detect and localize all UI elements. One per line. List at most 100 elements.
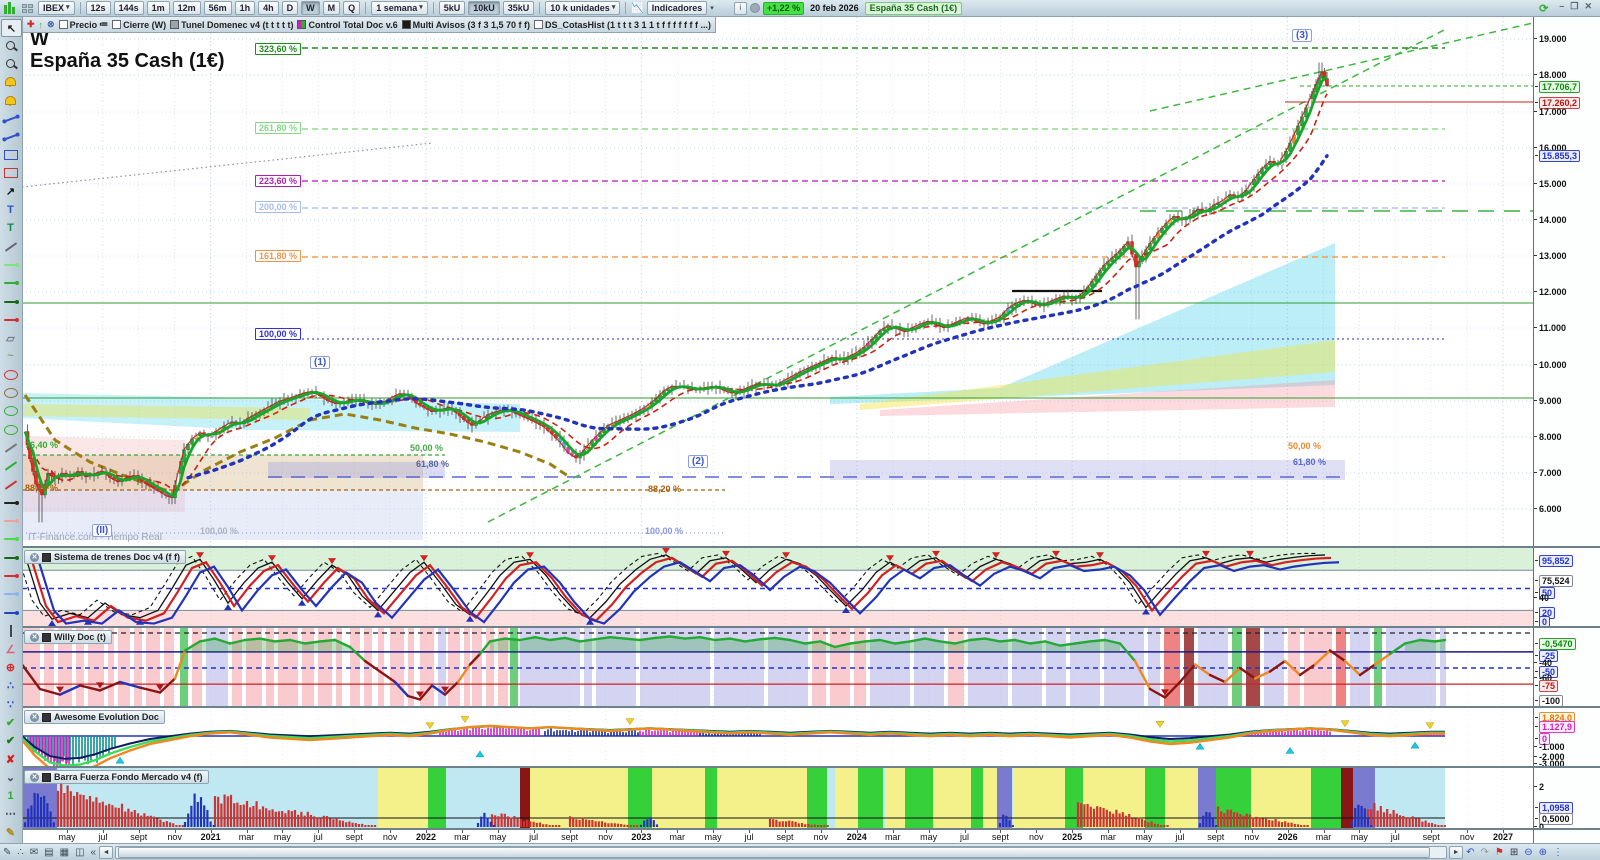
awesome-panel-svg[interactable]: [21, 695, 1533, 782]
clipboard-one-icon[interactable]: 1: [7, 789, 14, 802]
add-indicator-icon[interactable]: ✚: [27, 19, 35, 29]
zoom-in-icon[interactable]: ⊕: [1538, 847, 1547, 858]
price-axis[interactable]: 19.000 18.000 17.706,7 17.260,2 17.000 16.000…: [1533, 17, 1600, 843]
trenes-panel[interactable]: [16, 547, 1533, 627]
ruler-icon[interactable]: ▱: [6, 332, 15, 345]
hline-red2-icon[interactable]: [1, 568, 20, 584]
chart-window-icon[interactable]: ◫: [75, 847, 85, 858]
units-dropdown[interactable]: 10 k unidades ▾: [545, 1, 621, 15]
vline-icon[interactable]: [1, 623, 20, 639]
layout-grid-icon[interactable]: [22, 3, 33, 13]
diag-green-icon[interactable]: [1, 458, 20, 474]
scatter-icon[interactable]: ∴: [7, 680, 14, 693]
awesome-panel[interactable]: [21, 695, 1533, 782]
undo-icon[interactable]: ↶: [1466, 847, 1475, 858]
arrow-icon[interactable]: ↗: [5, 186, 16, 199]
ellipse-green-icon[interactable]: [1, 403, 20, 419]
scroll-left-button[interactable]: ◄: [99, 846, 114, 859]
panel-divider[interactable]: [22, 706, 1600, 708]
fib-level-label[interactable]: 323,60 %: [255, 43, 302, 55]
barra-panel-svg[interactable]: [22, 767, 1533, 829]
panel-divider[interactable]: [22, 766, 1600, 768]
volume-button-5kU[interactable]: 5kU: [438, 1, 466, 15]
hline-red-dot-icon[interactable]: [1, 312, 20, 328]
diag-red-icon[interactable]: [1, 477, 20, 493]
barra-panel[interactable]: [22, 767, 1533, 829]
checkbox-icon[interactable]: [112, 20, 122, 29]
scrollbar-thumb[interactable]: [118, 847, 1431, 858]
draw-icon[interactable]: ✎: [3, 847, 12, 858]
panel-header-1[interactable]: ✕ Willy Doc (t): [24, 630, 112, 644]
hline-lightblue-icon[interactable]: [1, 586, 20, 602]
list-icon[interactable]: ≔: [99, 19, 109, 29]
rect-blue-icon[interactable]: [1, 147, 20, 163]
small-segment-icon[interactable]: [1, 239, 20, 255]
chevron-down-icon[interactable]: ▾: [710, 5, 714, 12]
timeframe-button-W[interactable]: W: [301, 1, 320, 15]
willy-panel[interactable]: [20, 627, 1533, 707]
restore-button[interactable]: ❐: [1570, 0, 1579, 11]
timeframe-button-1m[interactable]: 1m: [146, 1, 170, 15]
horizontal-scrollbar[interactable]: [115, 846, 1448, 859]
wave-annotation[interactable]: (3): [1292, 29, 1313, 42]
alarm-icon[interactable]: [1, 92, 20, 108]
scroll-right-button[interactable]: ►: [1449, 846, 1464, 859]
remove-icon[interactable]: ⊗: [47, 19, 55, 29]
zoom-area-icon[interactable]: [1, 56, 20, 72]
refresh-icon[interactable]: ⟳: [1539, 2, 1549, 15]
indicators-button[interactable]: Indicadores: [646, 1, 708, 15]
close-panel-icon[interactable]: ✕: [30, 632, 39, 642]
comment-icon[interactable]: T: [7, 222, 14, 235]
check-icon[interactable]: ✔: [5, 716, 16, 729]
angle-icon[interactable]: ∠: [5, 643, 16, 656]
timeframe-button-144s[interactable]: 144s: [113, 1, 144, 15]
indicator-item-5[interactable]: DS_CotasHist (1 t t t 3 1 1 t f f f f f …: [534, 20, 711, 30]
instrument-badge[interactable]: España 35 Cash (1€): [864, 1, 963, 15]
timeframe-button-Q[interactable]: Q: [343, 1, 361, 15]
wave-annotation[interactable]: (1): [310, 356, 331, 369]
fib-level-label[interactable]: 261,80 %: [255, 122, 302, 134]
hline-lightgreen-icon[interactable]: [1, 257, 20, 273]
close-button[interactable]: ✕: [1584, 0, 1592, 11]
cursor-icon[interactable]: ↖: [1, 19, 22, 37]
hline-green-icon[interactable]: [1, 275, 20, 291]
segment-dashed-icon[interactable]: [1, 129, 20, 145]
alarm-chart-icon[interactable]: [1, 74, 20, 90]
price-chart-svg[interactable]: [21, 17, 1534, 547]
share-icon[interactable]: ∴: [17, 847, 24, 858]
indicator-item-3[interactable]: Control Total Doc v.6: [297, 20, 398, 30]
volume-button-10kU[interactable]: 10kU: [468, 1, 500, 15]
diag-gray-icon[interactable]: [1, 440, 20, 456]
fib-level-label[interactable]: 161,80 %: [255, 250, 302, 262]
fib-level-label[interactable]: 223,60 %: [255, 175, 302, 187]
wave-icon[interactable]: ~: [7, 350, 14, 363]
timeframe-button-56m[interactable]: 56m: [203, 1, 232, 15]
main-price-chart[interactable]: [21, 17, 1534, 547]
close-panel-icon[interactable]: ✕: [30, 552, 39, 562]
pencil-icon[interactable]: ✎: [5, 826, 16, 839]
tools-icon[interactable]: ⚑: [1494, 847, 1504, 858]
close-panel-icon[interactable]: ✕: [30, 712, 39, 722]
indicator-item-1[interactable]: Cierre (W): [112, 20, 166, 30]
trenes-panel-svg[interactable]: [16, 547, 1533, 627]
zoom-box-icon[interactable]: ⊞: [1509, 847, 1519, 858]
period-dropdown[interactable]: 1 semana ▾: [371, 1, 428, 15]
collapse-icon[interactable]: «: [90, 847, 97, 858]
hline-darkgreen-icon[interactable]: [1, 294, 20, 310]
wave-annotation[interactable]: (2): [688, 455, 709, 468]
text-icon[interactable]: T: [7, 204, 14, 216]
zoom-slider-icon[interactable]: ⋮: [1553, 847, 1563, 858]
move-up-icon[interactable]: ↑: [38, 19, 44, 30]
ellipse-green2-icon[interactable]: [1, 422, 20, 438]
thumbs-up-icon[interactable]: ✔: [5, 735, 16, 748]
panel-header-2[interactable]: ✕ Awesome Evolution Doc: [24, 710, 165, 724]
orders-icon[interactable]: ▦: [59, 847, 70, 858]
hline-darkgreen2-icon[interactable]: [1, 550, 20, 566]
panel-divider[interactable]: [22, 626, 1600, 628]
time-axis[interactable]: may jul sept nov 2021 mar may jul sept nov 2022 mar…: [22, 829, 1533, 844]
timeframe-button-D[interactable]: D: [281, 1, 299, 15]
delete-icon[interactable]: ✘: [5, 753, 16, 766]
checkbox-icon[interactable]: [58, 20, 68, 29]
timeframe-button-4h[interactable]: 4h: [258, 1, 279, 15]
chevron-down-icon[interactable]: ⌄: [5, 771, 16, 784]
